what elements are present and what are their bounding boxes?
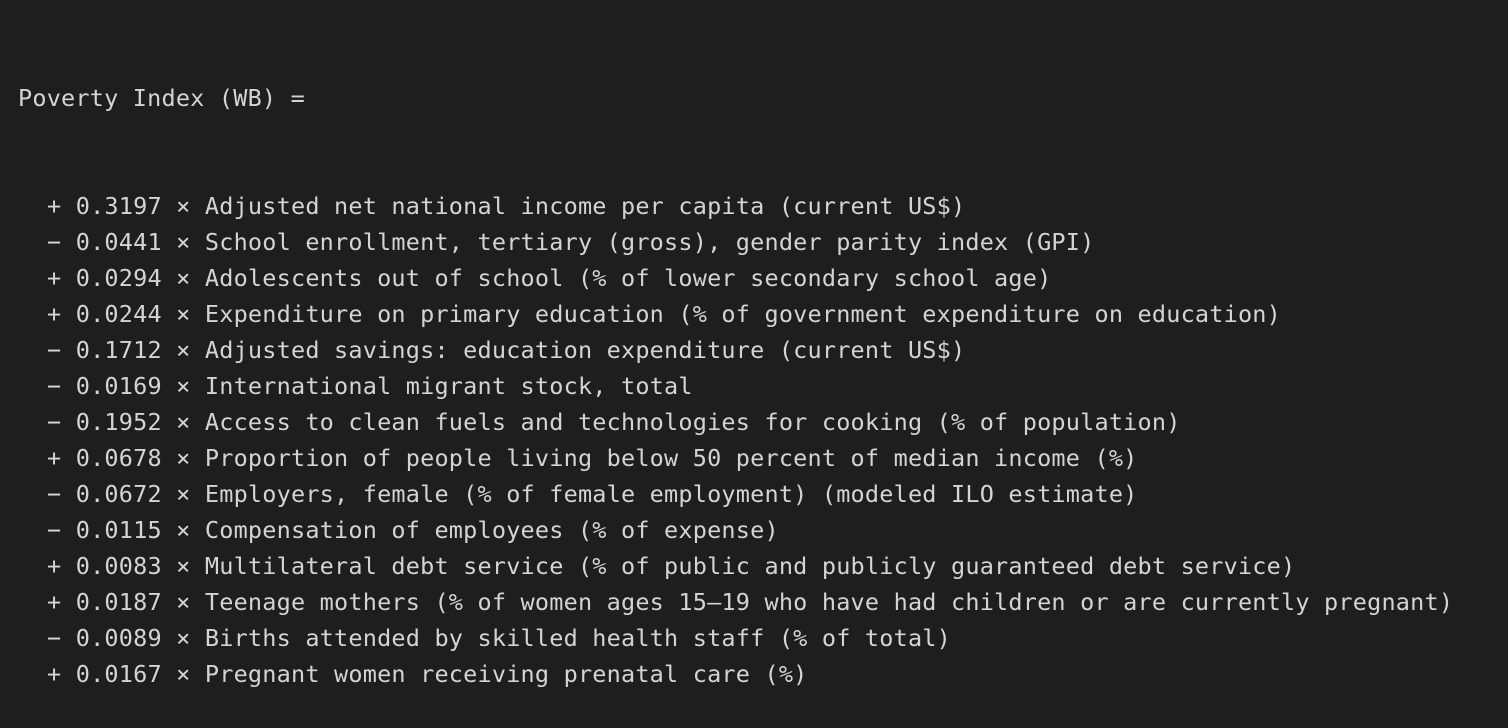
term-coefficient: 0.0244: [75, 300, 162, 328]
equation-term-row: + 0.0244 × Expenditure on primary educat…: [18, 296, 1498, 332]
term-variable-name: Adolescents out of school (% of lower se…: [204, 264, 1052, 292]
equation-header: Poverty Index (WB) =: [18, 84, 305, 112]
equation-term-row: − 0.1952 × Access to clean fuels and tec…: [18, 404, 1498, 440]
term-variable-name: Adjusted savings: education expenditure …: [204, 336, 966, 364]
term-coefficient: 0.0167: [75, 660, 162, 688]
multiply-symbol: ×: [176, 660, 191, 688]
term-variable-name: School enrollment, tertiary (gross), gen…: [204, 228, 1095, 256]
multiply-symbol: ×: [176, 192, 191, 220]
term-variable-name: Employers, female (% of female employmen…: [204, 480, 1138, 508]
multiply-symbol: ×: [176, 516, 191, 544]
term-coefficient: 0.0441: [75, 228, 162, 256]
multiply-symbol: ×: [176, 228, 191, 256]
term-variable-name: International migrant stock, total: [204, 372, 693, 400]
term-sign: +: [47, 588, 62, 616]
equation-term-row: − 0.0441 × School enrollment, tertiary (…: [18, 224, 1498, 260]
term-coefficient: 0.0169: [75, 372, 162, 400]
term-sign: +: [47, 300, 62, 328]
term-variable-name: Teenage mothers (% of women ages 15–19 w…: [204, 588, 1454, 616]
term-coefficient: 0.0294: [75, 264, 162, 292]
multiply-symbol: ×: [176, 624, 191, 652]
equation-term-row: − 0.1712 × Adjusted savings: education e…: [18, 332, 1498, 368]
term-coefficient: 0.0672: [75, 480, 162, 508]
equation-term-row: − 0.0089 × Births attended by skilled he…: [18, 620, 1498, 656]
term-sign: −: [47, 228, 62, 256]
term-variable-name: Adjusted net national income per capita …: [204, 192, 966, 220]
term-sign: +: [47, 264, 62, 292]
multiply-symbol: ×: [176, 480, 191, 508]
equation-term-row: + 0.0294 × Adolescents out of school (% …: [18, 260, 1498, 296]
equation-terms: + 0.3197 × Adjusted net national income …: [18, 188, 1498, 692]
term-sign: −: [47, 372, 62, 400]
term-coefficient: 0.0187: [75, 588, 162, 616]
term-sign: −: [47, 516, 62, 544]
multiply-symbol: ×: [176, 264, 191, 292]
term-variable-name: Multilateral debt service (% of public a…: [204, 552, 1296, 580]
term-sign: +: [47, 192, 62, 220]
multiply-symbol: ×: [176, 336, 191, 364]
multiply-symbol: ×: [176, 372, 191, 400]
term-coefficient: 0.0678: [75, 444, 162, 472]
term-coefficient: 0.0083: [75, 552, 162, 580]
term-variable-name: Expenditure on primary education (% of g…: [204, 300, 1282, 328]
equation-term-row: + 0.0167 × Pregnant women receiving pren…: [18, 656, 1498, 692]
term-coefficient: 0.1952: [75, 408, 162, 436]
equation-term-row: − 0.0169 × International migrant stock, …: [18, 368, 1498, 404]
term-sign: +: [47, 444, 62, 472]
equation-term-row: + 0.0083 × Multilateral debt service (% …: [18, 548, 1498, 584]
term-variable-name: Pregnant women receiving prenatal care (…: [204, 660, 808, 688]
term-sign: −: [47, 408, 62, 436]
multiply-symbol: ×: [176, 300, 191, 328]
term-variable-name: Proportion of people living below 50 per…: [204, 444, 1138, 472]
term-coefficient: 0.1712: [75, 336, 162, 364]
terminal-output: Poverty Index (WB) = + 0.3197 × Adjusted…: [18, 8, 1498, 728]
multiply-symbol: ×: [176, 408, 191, 436]
equation-term-row: + 0.0678 × Proportion of people living b…: [18, 440, 1498, 476]
equation-term-row: + 0.0187 × Teenage mothers (% of women a…: [18, 584, 1498, 620]
term-coefficient: 0.0089: [75, 624, 162, 652]
term-variable-name: Compensation of employees (% of expense): [204, 516, 779, 544]
term-sign: −: [47, 480, 62, 508]
term-sign: −: [47, 624, 62, 652]
term-variable-name: Births attended by skilled health staff …: [204, 624, 951, 652]
term-sign: +: [47, 552, 62, 580]
multiply-symbol: ×: [176, 552, 191, 580]
term-coefficient: 0.0115: [75, 516, 162, 544]
term-sign: −: [47, 336, 62, 364]
term-coefficient: 0.3197: [75, 192, 162, 220]
equation-term-row: + 0.3197 × Adjusted net national income …: [18, 188, 1498, 224]
term-variable-name: Access to clean fuels and technologies f…: [204, 408, 1181, 436]
multiply-symbol: ×: [176, 444, 191, 472]
multiply-symbol: ×: [176, 588, 191, 616]
equation-term-row: − 0.0672 × Employers, female (% of femal…: [18, 476, 1498, 512]
equation-term-row: − 0.0115 × Compensation of employees (% …: [18, 512, 1498, 548]
term-sign: +: [47, 660, 62, 688]
